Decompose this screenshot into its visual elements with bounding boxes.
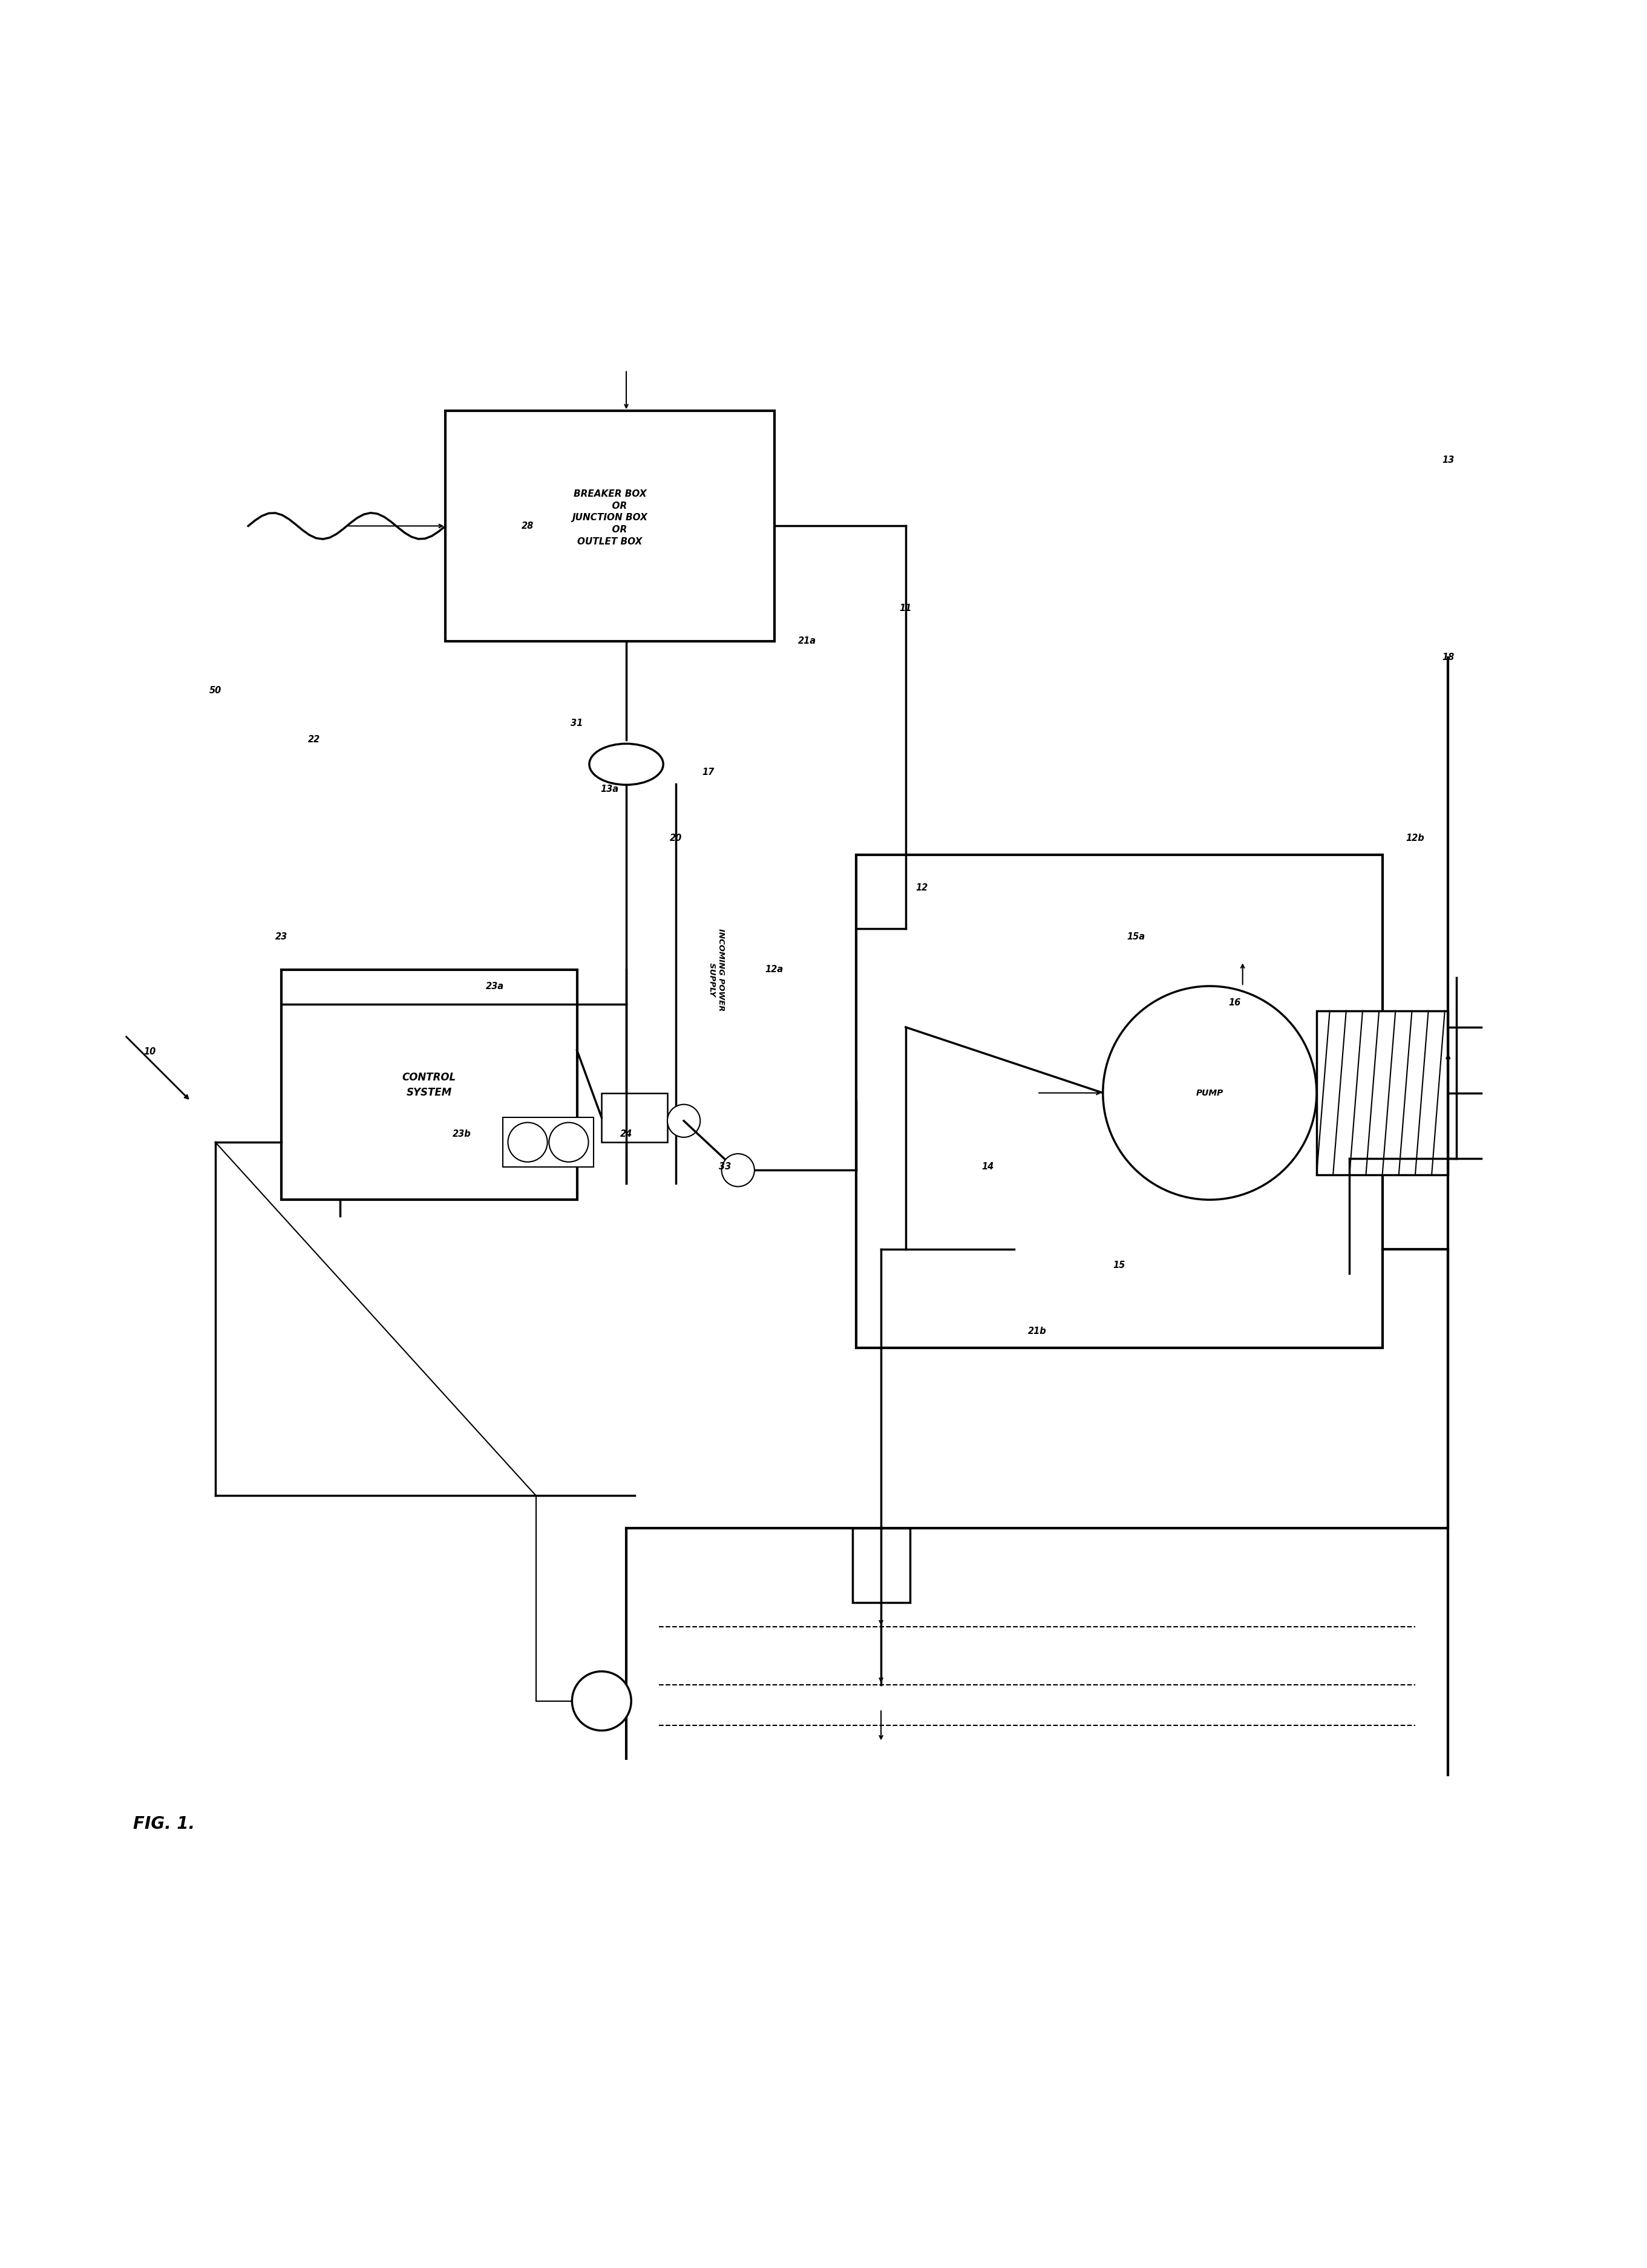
Bar [445, 411, 774, 642]
Text: 12a: 12a [766, 966, 784, 975]
Text: 18: 18 [1443, 653, 1454, 662]
Text: 50: 50 [209, 685, 221, 694]
Text: 14: 14 [982, 1161, 995, 1170]
Circle shape [1103, 987, 1316, 1200]
Text: 24: 24 [621, 1129, 632, 1139]
Text: 23: 23 [275, 932, 287, 941]
Text: 20: 20 [669, 835, 682, 844]
Text: 28: 28 [522, 522, 534, 531]
Text: 23b: 23b [453, 1129, 471, 1139]
Bar [502, 1118, 593, 1166]
Text: 13a: 13a [601, 785, 619, 794]
Text: 17: 17 [702, 769, 715, 778]
Text: BREAKER BOX
      OR
JUNCTION BOX
      OR
OUTLET BOX: BREAKER BOX OR JUNCTION BOX OR OUTLET BO… [572, 490, 647, 547]
Text: 22: 22 [308, 735, 320, 744]
Text: 33: 33 [718, 1161, 731, 1170]
Text: 21b: 21b [1028, 1327, 1046, 1336]
Text: 12: 12 [916, 882, 929, 891]
Text: 15: 15 [1113, 1261, 1125, 1270]
Text: FIG. 1.: FIG. 1. [133, 1817, 194, 1833]
Text: 21a: 21a [797, 637, 817, 646]
Text: 13: 13 [1443, 456, 1454, 465]
Text: 31: 31 [572, 719, 583, 728]
Bar [856, 855, 1382, 1347]
Bar [601, 1093, 667, 1143]
Bar [851, 1529, 909, 1603]
Ellipse shape [590, 744, 664, 785]
Text: 16: 16 [1229, 998, 1240, 1007]
Text: 10: 10 [143, 1048, 156, 1057]
Circle shape [667, 1105, 700, 1136]
Bar [282, 971, 576, 1200]
Text: 23a: 23a [486, 982, 504, 991]
Text: INCOMING POWER
       SUPPLY: INCOMING POWER SUPPLY [708, 928, 725, 1012]
Text: CONTROL
SYSTEM: CONTROL SYSTEM [402, 1073, 456, 1098]
Text: PUMP: PUMP [1196, 1089, 1224, 1098]
Text: 15a: 15a [1127, 932, 1145, 941]
Circle shape [548, 1123, 588, 1161]
Bar [1316, 1012, 1448, 1175]
Text: 11: 11 [899, 603, 912, 612]
Circle shape [721, 1154, 754, 1186]
Circle shape [507, 1123, 547, 1161]
Text: 12b: 12b [1407, 835, 1425, 844]
Circle shape [572, 1672, 631, 1730]
